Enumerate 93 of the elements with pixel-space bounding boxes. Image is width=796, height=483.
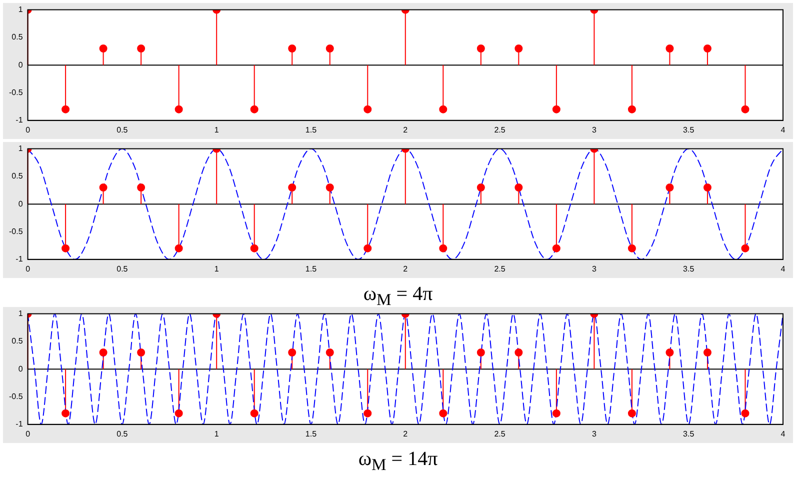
y-tick-label: -1 <box>16 116 24 125</box>
point <box>514 348 523 357</box>
x-tick-label: 0 <box>26 125 31 134</box>
point <box>174 409 183 418</box>
x-tick-label: 0 <box>26 429 31 438</box>
x-tick-label: 2 <box>403 125 408 134</box>
point <box>99 348 108 357</box>
x-tick-label: 4 <box>780 264 786 274</box>
point <box>99 44 108 53</box>
point <box>514 184 523 192</box>
x-tick-label: 1 <box>214 264 220 274</box>
y-tick-label: -0.5 <box>8 392 24 401</box>
point <box>326 348 334 357</box>
point <box>476 44 485 53</box>
point <box>552 409 560 418</box>
x-tick-label: 1.5 <box>305 429 318 438</box>
y-tick-label: 0 <box>18 60 24 70</box>
x-tick-label: 2.5 <box>494 125 506 134</box>
text: ω$_{M}$ = 4π <box>3 281 793 309</box>
line-series <box>28 148 783 260</box>
x-tick-label: 2.5 <box>494 264 506 274</box>
x-tick-label: 2.5 <box>494 429 506 438</box>
point <box>439 409 448 418</box>
x-tick-label: 3.5 <box>683 429 695 438</box>
point <box>552 244 560 252</box>
y-tick-label: -1 <box>16 420 24 429</box>
x-tick-label: 2 <box>403 264 408 274</box>
x-tick-label: 1.5 <box>305 264 318 274</box>
x-tick-label: 3.5 <box>683 264 695 274</box>
point <box>250 244 258 252</box>
point <box>62 105 70 114</box>
point <box>666 184 674 192</box>
y-tick-label: 0.5 <box>12 336 24 346</box>
x-tick-label: 1 <box>214 429 220 438</box>
x-tick-label: 3 <box>592 264 597 274</box>
x-tick-label: 0.5 <box>116 264 128 274</box>
point <box>137 184 146 192</box>
text: ω$_{M}$ = 14π <box>3 446 793 474</box>
x-tick-label: 4 <box>780 429 786 438</box>
point <box>326 184 334 192</box>
point <box>476 184 485 192</box>
point <box>741 409 750 418</box>
point <box>364 105 372 114</box>
point <box>288 348 296 357</box>
point <box>476 348 485 357</box>
point <box>703 184 712 192</box>
point <box>514 44 523 53</box>
x-tick-label: 1 <box>214 125 220 134</box>
y-tick-label: -0.5 <box>8 88 24 97</box>
point <box>628 409 636 418</box>
x-tick-label: 0 <box>26 264 31 274</box>
x-tick-label: 3.5 <box>683 125 695 134</box>
point <box>288 184 296 192</box>
point <box>137 44 146 53</box>
y-tick-label: 0.5 <box>12 172 24 181</box>
point <box>62 244 70 252</box>
x-tick-label: 3 <box>592 125 597 134</box>
point <box>250 409 258 418</box>
point <box>741 105 750 114</box>
point <box>628 244 636 252</box>
point <box>703 44 712 53</box>
y-tick-label: 0 <box>18 199 24 208</box>
y-tick-label: -1 <box>16 254 24 264</box>
x-tick-label: 2 <box>403 429 408 438</box>
point <box>741 244 750 252</box>
y-tick-label: 0.5 <box>12 32 24 42</box>
point <box>666 44 674 53</box>
y-tick-label: 1 <box>18 144 24 154</box>
point <box>364 409 372 418</box>
point <box>174 244 183 252</box>
x-tick-label: 1.5 <box>305 125 318 134</box>
point <box>250 105 258 114</box>
y-tick-label: 1 <box>18 309 24 318</box>
x-tick-label: 3 <box>592 429 597 438</box>
point <box>174 105 183 114</box>
x-tick-label: 0.5 <box>116 125 128 134</box>
point <box>439 244 448 252</box>
point <box>62 409 70 418</box>
point <box>628 105 636 114</box>
point <box>288 44 296 53</box>
y-tick-label: 1 <box>18 5 24 14</box>
point <box>364 244 372 252</box>
point <box>552 105 560 114</box>
point <box>439 105 448 114</box>
point <box>666 348 674 357</box>
point <box>99 184 108 192</box>
point <box>703 348 712 357</box>
y-tick-label: 0 <box>18 364 24 374</box>
point <box>137 348 146 357</box>
x-tick-label: 4 <box>780 125 786 134</box>
y-tick-label: -0.5 <box>8 226 24 236</box>
point <box>326 44 334 53</box>
x-tick-label: 0.5 <box>116 429 128 438</box>
